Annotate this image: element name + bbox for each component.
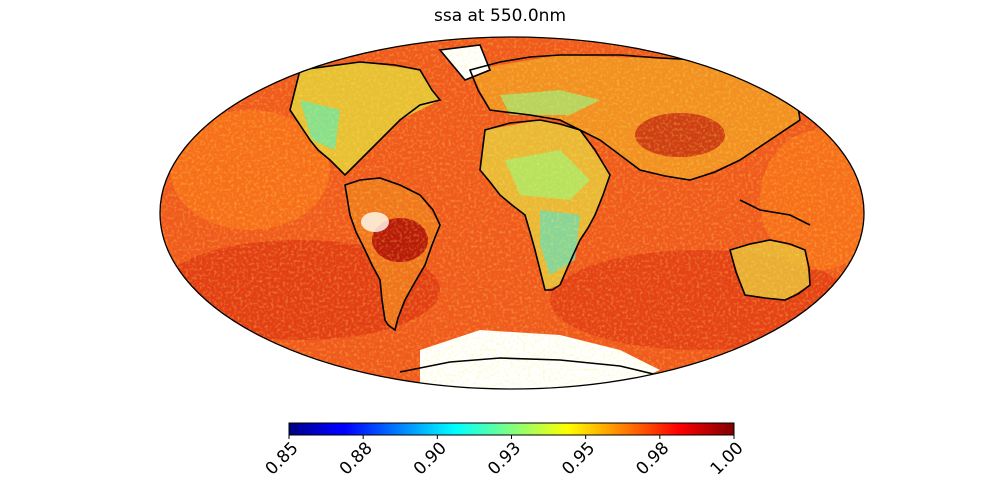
colorbar-ticks: 0.85 0.88 0.90 0.93 0.95 0.98 1.00 xyxy=(262,435,748,479)
colorbar-tick-label: 0.98 xyxy=(632,438,673,479)
colorbar-tick-label: 0.85 xyxy=(262,438,303,479)
north-america-coast xyxy=(289,61,442,177)
south-america-coast xyxy=(344,177,441,332)
colorbar: 0.85 0.88 0.90 0.93 0.95 0.98 1.00 xyxy=(262,422,748,479)
speckle-texture xyxy=(160,37,864,389)
greenland-coast xyxy=(438,44,492,81)
eurasia-coast xyxy=(468,54,801,181)
antarctica-coast xyxy=(399,357,671,379)
australia-coast xyxy=(729,239,811,301)
coastlines xyxy=(289,44,811,379)
globe-outline xyxy=(159,36,865,390)
colorbar-tick-label: 0.88 xyxy=(336,438,377,479)
colorbar-tick-label: 0.93 xyxy=(484,438,525,479)
maritime-continent-coast xyxy=(739,199,811,226)
colorbar-tick-label: 1.00 xyxy=(707,438,748,479)
colorbar-tick-label: 0.95 xyxy=(558,438,599,479)
ssa-field xyxy=(160,37,864,389)
map-title: ssa at 550.0nm xyxy=(433,6,567,26)
colorbar-tick-label: 0.90 xyxy=(410,438,451,479)
colorbar-gradient xyxy=(288,422,735,436)
